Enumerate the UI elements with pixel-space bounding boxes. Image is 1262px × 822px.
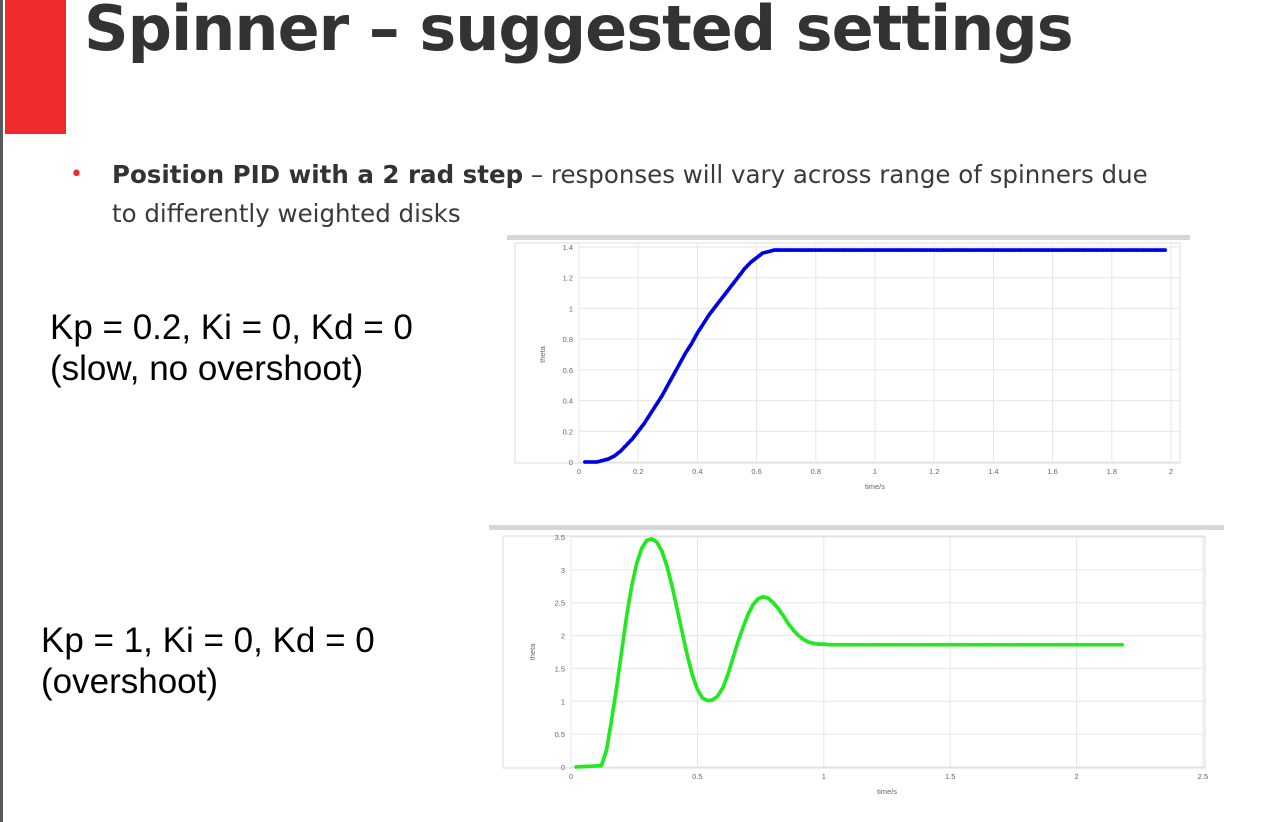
chart1-x-tick-label: 0.2 <box>633 467 643 476</box>
chart2-x-tick-label: 1 <box>822 772 826 781</box>
chart2-x-tick-label: 0 <box>569 772 573 781</box>
chart1-y-tick-label: 1.2 <box>563 274 573 283</box>
chart1-x-tick-label: 1.6 <box>1047 467 1057 476</box>
chart1-x-tick-label: 1.8 <box>1107 467 1117 476</box>
chart-overshoot-svg: 0 0.5 1 1.5 2 2.5 0 0.5 1 1.5 2 2.5 3 3.5 time/s theta <box>489 525 1224 796</box>
chart2-y-tick-label: 2 <box>561 632 565 641</box>
chart2-y-tick-label: 1.5 <box>555 664 565 673</box>
chart2-y-tick-label: 2.5 <box>555 599 565 608</box>
chart2-y-tick-label: 1 <box>561 697 565 706</box>
chart2-x-tick-label: 1.5 <box>945 772 955 781</box>
chart1-y-tick-label: 0 <box>569 458 573 467</box>
chart2-x-tick-label: 0.5 <box>692 772 702 781</box>
chart1-x-tick-label: 1 <box>873 467 877 476</box>
chart1-y-tick-label: 1.4 <box>563 243 573 252</box>
bullet-dot: • <box>70 162 83 187</box>
caption-slow: Kp = 0.2, Ki = 0, Kd = 0 (slow, no overs… <box>50 307 413 389</box>
chart1-y-tick-label: 0.4 <box>563 397 573 406</box>
caption-slow-note: (slow, no overshoot) <box>50 349 364 388</box>
chart1-x-axis-label: time/s <box>865 482 885 491</box>
chart1-y-tick-label: 1 <box>569 304 573 313</box>
chart1-y-tick-label: 0.6 <box>563 366 573 375</box>
chart1-y-tick-label: 0.8 <box>563 335 573 344</box>
chart2-data-point <box>1120 642 1125 647</box>
chart1-plot-frame <box>514 242 1181 464</box>
chart2-x-tick-label: 2.5 <box>1198 772 1208 781</box>
chart1-x-tick-label: 2 <box>1169 467 1173 476</box>
chart2-y-tick-label: 3 <box>561 566 565 575</box>
chart1-y-axis-label: theta <box>538 345 547 363</box>
chart1-x-tick-label: 1.4 <box>988 467 998 476</box>
caption-overshoot-note: (overshoot) <box>41 662 219 701</box>
accent-bar <box>5 0 66 134</box>
chart-slow-svg: 0 0.2 0.4 0.6 0.8 1 1.2 1.4 1.6 1.8 2 0 0.2 0.4 0.6 0.8… <box>507 235 1190 491</box>
chart1-x-tick-label: 0.6 <box>751 467 761 476</box>
bullet-rest-text: – responses will vary across range of sp… <box>112 160 1148 228</box>
chart-slow-response: 0 0.2 0.4 0.6 0.8 1 1.2 1.4 1.6 1.8 2 0 0.2 0.4 0.6 0.8… <box>507 235 1190 495</box>
caption-overshoot: Kp = 1, Ki = 0, Kd = 0 (overshoot) <box>41 620 375 702</box>
chart1-x-tick-label: 0.8 <box>811 467 821 476</box>
chart2-y-tick-label: 3.5 <box>555 533 565 542</box>
bullet-text: Position PID with a 2 rad step – respons… <box>112 155 1172 233</box>
chart1-y-tick-label: 0.2 <box>563 427 573 436</box>
chart1-x-tick-label: 0.4 <box>692 467 702 476</box>
chart1-series <box>583 248 1167 464</box>
chart2-y-tick-label: 0 <box>561 763 565 772</box>
bullet-point: • Position PID with a 2 rad step – respo… <box>70 155 1190 233</box>
bullet-bold-text: Position PID with a 2 rad step <box>112 160 524 189</box>
chart-overshoot-response: 0 0.5 1 1.5 2 2.5 0 0.5 1 1.5 2 2.5 3 3.5 time/s theta <box>489 525 1224 801</box>
slide-title: Spinner – suggested settings <box>84 0 1074 65</box>
chart2-x-axis-label: time/s <box>877 787 897 796</box>
chart1-data-point <box>1163 248 1167 252</box>
chart2-x-tick-label: 2 <box>1075 772 1079 781</box>
left-border <box>0 0 3 822</box>
chart2-y-axis-label: theta <box>528 643 537 661</box>
chart1-x-tick-label: 0 <box>577 467 581 476</box>
chart2-series <box>574 537 1125 769</box>
caption-overshoot-gains: Kp = 1, Ki = 0, Kd = 0 <box>41 621 375 660</box>
chart1-top-band <box>507 235 1190 240</box>
chart1-x-tick-label: 1.2 <box>929 467 939 476</box>
caption-slow-gains: Kp = 0.2, Ki = 0, Kd = 0 <box>50 308 413 347</box>
chart2-y-tick-label: 0.5 <box>555 730 565 739</box>
chart2-top-band <box>489 525 1224 530</box>
